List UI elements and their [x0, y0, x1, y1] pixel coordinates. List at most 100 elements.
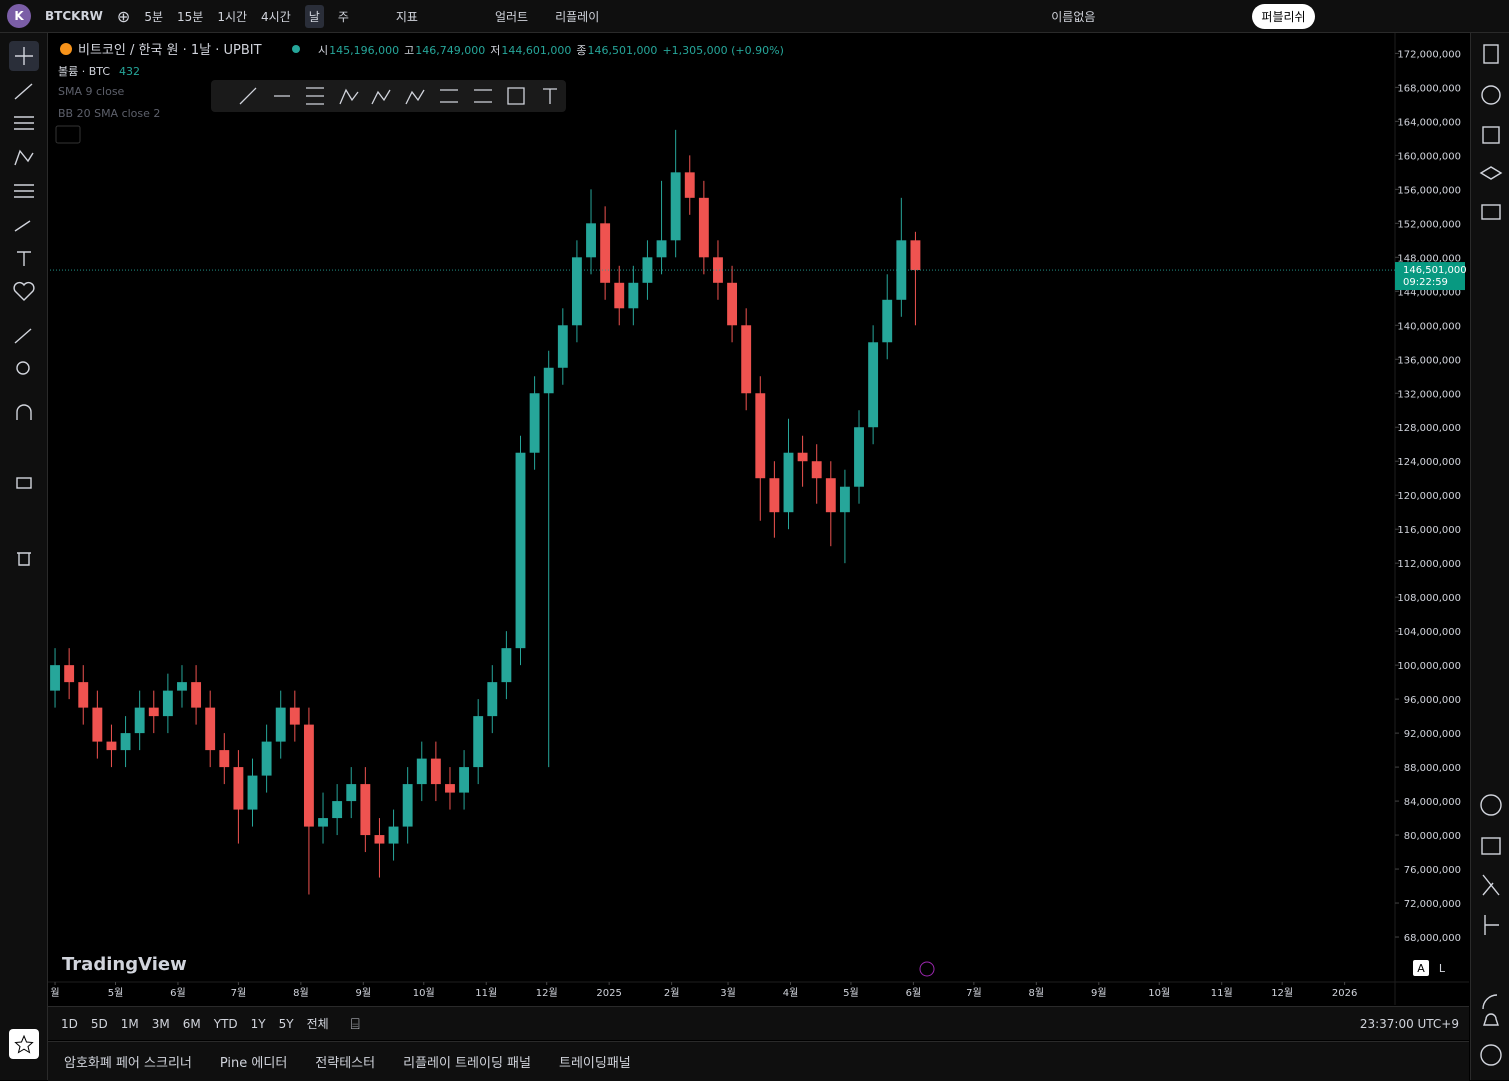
- y-tick-label: 132,000,000: [1397, 389, 1461, 400]
- interval[interactable]: 날: [304, 4, 324, 28]
- watchlist-star[interactable]: [9, 1029, 39, 1059]
- interval[interactable]: 4시간: [261, 9, 291, 24]
- panel-tab[interactable]: Pine 에디터: [219, 1056, 288, 1071]
- ohlc-value: 145,196,000: [329, 44, 399, 57]
- interval[interactable]: 1시간: [217, 9, 248, 24]
- y-tick-label: 140,000,000: [1397, 321, 1461, 332]
- ohlc-value: 146,501,000: [587, 44, 657, 57]
- add-symbol[interactable]: ⊕: [116, 6, 131, 26]
- collapse-legend[interactable]: [55, 125, 81, 144]
- forecast-tool[interactable]: [14, 184, 34, 198]
- period-button[interactable]: 1M: [120, 1016, 139, 1031]
- period-button[interactable]: 1Y: [250, 1016, 266, 1031]
- ideas-icon[interactable]: [1482, 874, 1500, 896]
- chat-icon[interactable]: [1481, 204, 1501, 220]
- lock-tool[interactable]: [16, 477, 32, 489]
- candle-body: [614, 282, 625, 309]
- crosshair-tool[interactable]: [15, 47, 33, 65]
- help-icon[interactable]: [1480, 1044, 1502, 1066]
- pattern-tool[interactable]: [14, 149, 34, 166]
- publish[interactable]: 퍼블리쉬: [1252, 3, 1315, 29]
- volume-value: 432: [119, 65, 140, 78]
- fib-tool[interactable]: [14, 116, 34, 130]
- target-icon[interactable]: [1480, 794, 1502, 816]
- y-tick-label: 136,000,000: [1397, 355, 1461, 366]
- logo[interactable]: K: [7, 4, 31, 28]
- alert[interactable]: 얼러트: [494, 9, 529, 24]
- candle-body: [487, 682, 498, 717]
- candle-body: [92, 707, 103, 742]
- period-button[interactable]: YTD: [213, 1016, 238, 1031]
- x-tick-label: 5월: [843, 987, 859, 999]
- period-button[interactable]: 1D: [61, 1016, 78, 1031]
- y-tick-label: 156,000,000: [1397, 185, 1461, 196]
- candle-body: [205, 707, 216, 751]
- panel-tab[interactable]: 트레이딩패널: [558, 1056, 631, 1071]
- candle-body: [106, 741, 117, 751]
- right-sidebar: [1470, 33, 1509, 1080]
- scale-mode-auto[interactable]: [1413, 960, 1429, 976]
- candle-body: [360, 784, 371, 836]
- candle-body: [78, 682, 89, 708]
- top-bar: K BTCKRW ⊕ 5분 15분 1시간 4시간 날 주 지표 얼러트 리플레…: [0, 0, 1509, 33]
- volume-label: 볼륨 · BTC: [58, 65, 110, 78]
- interval[interactable]: 주: [337, 9, 349, 24]
- symbol[interactable]: BTCKRW: [45, 9, 103, 23]
- panel-tab[interactable]: 전략테스터: [315, 1056, 376, 1071]
- date-range[interactable]: ⌸: [350, 1014, 360, 1033]
- scale-mode-log-label[interactable]: L: [1439, 962, 1446, 975]
- panel-tab[interactable]: 암호화폐 페어 스크리너: [64, 1056, 192, 1071]
- zoom-tool[interactable]: [16, 361, 30, 375]
- indicators[interactable]: 지표: [395, 9, 418, 24]
- magnet-tool[interactable]: [16, 404, 32, 420]
- replay[interactable]: 리플레이: [555, 9, 600, 24]
- x-tick-label: 3월: [720, 987, 736, 999]
- alerts-icon[interactable]: [1481, 85, 1501, 105]
- candle-body: [769, 478, 780, 513]
- candle-body: [656, 240, 667, 258]
- layout-name[interactable]: 이름없음: [1051, 9, 1096, 24]
- brush-tool[interactable]: [14, 220, 31, 232]
- period-button[interactable]: 전체: [306, 1017, 329, 1031]
- period-button[interactable]: 6M: [182, 1016, 201, 1031]
- watchlist-icon[interactable]: [1483, 44, 1499, 64]
- x-tick-label: 12월: [536, 987, 558, 999]
- interval[interactable]: 15분: [177, 9, 204, 24]
- text-tool[interactable]: [17, 251, 31, 266]
- y-tick-label: 88,000,000: [1404, 763, 1461, 774]
- pine-icon[interactable]: [1484, 915, 1499, 935]
- ohlc-change: +1,305,000 (+0.90%): [662, 44, 783, 57]
- interval[interactable]: 5분: [144, 9, 164, 24]
- measure-tool[interactable]: [14, 328, 32, 344]
- period-button[interactable]: 3M: [151, 1016, 170, 1031]
- candle-body: [670, 172, 681, 241]
- stream-icon[interactable]: [1482, 994, 1498, 1010]
- period-button[interactable]: 5D: [90, 1016, 108, 1031]
- calendar-icon[interactable]: [1481, 837, 1501, 855]
- x-tick-label: 8월: [1029, 987, 1045, 999]
- x-tick-label: 5월: [108, 987, 124, 999]
- clock[interactable]: 23:37:00 UTC+9: [1359, 1016, 1459, 1031]
- news-icon[interactable]: [1482, 126, 1500, 144]
- y-tick-label: 108,000,000: [1397, 593, 1461, 604]
- scale-mode-auto-label[interactable]: A: [1417, 962, 1425, 975]
- delete-tool[interactable]: [17, 552, 31, 566]
- candle-body: [543, 367, 554, 394]
- y-tick-label: 144,000,000: [1397, 287, 1461, 298]
- panel-tab[interactable]: 리플레이 트레이딩 패널: [403, 1056, 531, 1071]
- candle-body: [557, 325, 568, 368]
- event-marker[interactable]: [919, 961, 935, 977]
- layers-icon[interactable]: [1479, 166, 1503, 180]
- x-tick-label: 2025: [596, 988, 621, 999]
- notifications-icon[interactable]: [1483, 1013, 1499, 1026]
- candle-body: [868, 342, 879, 428]
- period-button[interactable]: 5Y: [278, 1016, 294, 1031]
- x-tick-label: 2월: [664, 987, 680, 999]
- candle-body: [839, 486, 850, 513]
- favorite-tool[interactable]: [13, 281, 35, 301]
- y-tick-label: 76,000,000: [1404, 865, 1461, 876]
- candle-body: [600, 223, 611, 283]
- line-tool[interactable]: [14, 83, 33, 100]
- candle-body: [50, 665, 60, 691]
